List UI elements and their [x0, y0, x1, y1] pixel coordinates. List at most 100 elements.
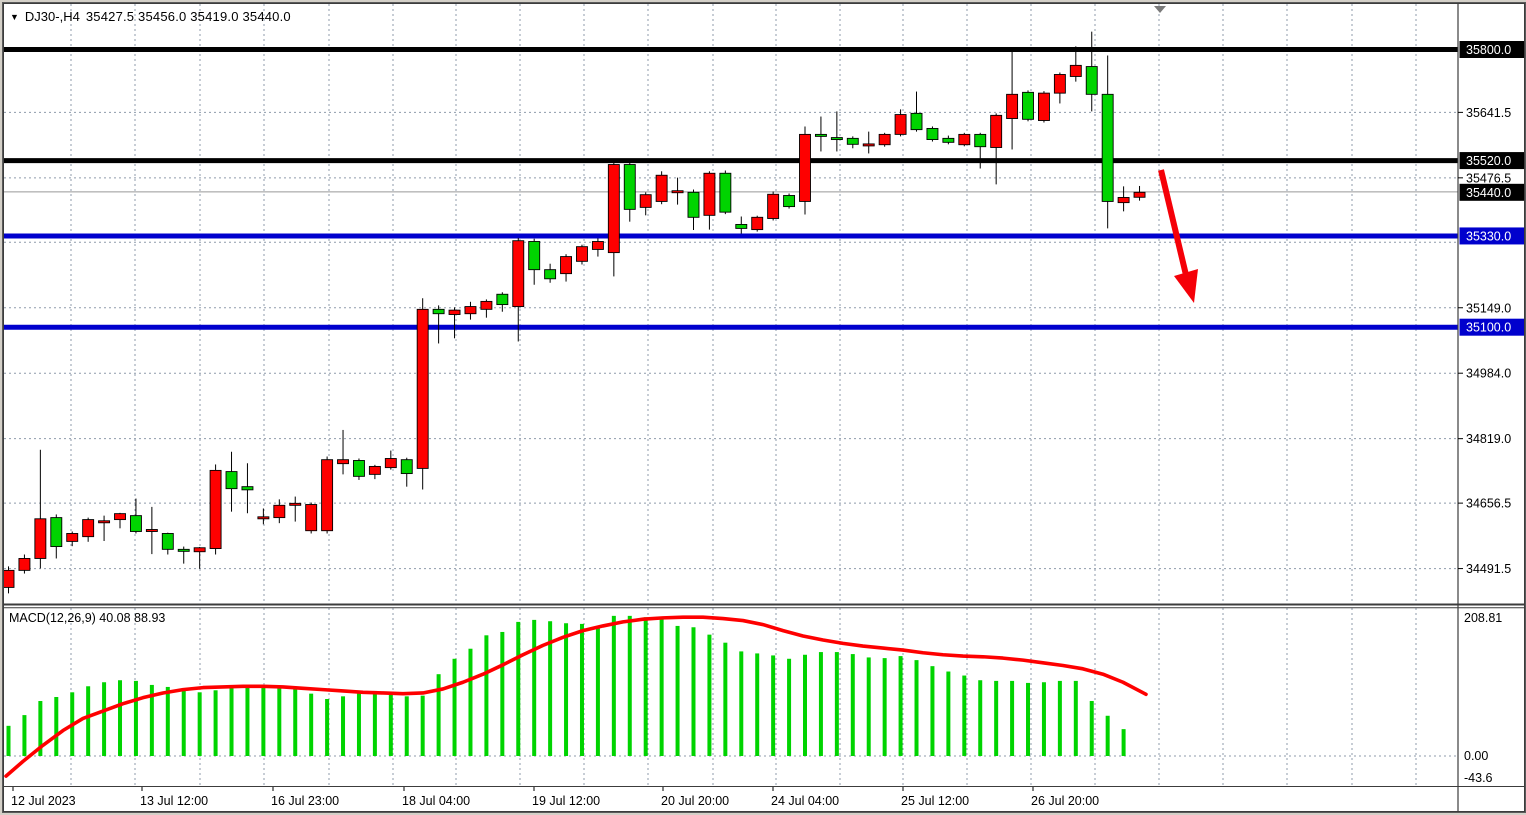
macd-histogram-bar — [930, 666, 935, 756]
macd-histogram-bar — [277, 686, 282, 756]
macd-histogram-bar — [1041, 682, 1046, 756]
candle-body — [1006, 93, 1019, 119]
candle-body — [671, 190, 684, 194]
macd-axis-label: 0.00 — [1464, 749, 1488, 763]
candle-body — [687, 191, 700, 218]
macd-histogram-bar — [500, 631, 505, 756]
candle-body — [719, 172, 732, 213]
candle-body — [990, 114, 1003, 148]
macd-histogram-bar — [850, 654, 855, 756]
macd-histogram-bar — [1089, 701, 1094, 756]
candle-body — [480, 300, 493, 310]
candle-body — [862, 143, 875, 147]
candle-body — [814, 133, 827, 137]
candle-body — [225, 471, 238, 490]
candle-body — [114, 513, 126, 521]
macd-histogram-bar — [229, 688, 234, 756]
candle-body — [177, 548, 190, 552]
ohlc-values-label: 35427.5 35456.0 35419.0 35440.0 — [85, 9, 291, 24]
candle-body — [878, 133, 891, 146]
macd-histogram-bar — [818, 652, 823, 756]
candle-body — [799, 133, 811, 202]
candle-body — [464, 306, 477, 315]
macd-histogram-bar — [579, 623, 584, 756]
macd-histogram-bar — [404, 696, 409, 756]
price-axis-area[interactable] — [1459, 3, 1525, 812]
candle-body — [82, 519, 95, 538]
forecast-arrow-head[interactable] — [1174, 269, 1198, 303]
macd-histogram-bar — [611, 615, 616, 756]
macd-histogram-bar — [1105, 715, 1110, 756]
chart-shift-marker-icon[interactable] — [1154, 6, 1166, 13]
macd-histogram-bar — [102, 682, 107, 756]
symbol-dropdown-icon[interactable]: ▼ — [10, 12, 19, 22]
candle-body — [209, 469, 222, 549]
candle-body — [942, 137, 955, 143]
macd-histogram-bar — [595, 625, 600, 756]
macd-histogram-bar — [866, 657, 871, 756]
chart-canvas[interactable]: 35641.5 35476.5 35149.0 34984.0 34819.0 34656… — [3, 3, 1525, 812]
candle-body — [1101, 93, 1114, 202]
candle-body — [50, 517, 63, 548]
candle-body — [193, 547, 206, 553]
symbol-timeframe-label: DJ30-,H4 — [24, 9, 80, 24]
candle-body — [1117, 197, 1130, 204]
candle-body — [1069, 64, 1082, 77]
candle-body — [639, 194, 652, 208]
macd-histogram-bar — [165, 686, 170, 756]
price-axis-label: 34984.0 — [1466, 367, 1511, 381]
macd-histogram-bar — [261, 684, 266, 756]
macd-histogram-bar — [834, 652, 839, 756]
candle-body — [958, 133, 971, 146]
price-badge-label: 35520.0 — [1466, 154, 1511, 168]
price-badge-label: 35440.0 — [1466, 186, 1511, 200]
time-axis-label: 19 Jul 12:00 — [532, 794, 600, 808]
macd-axis-label: -43.6 — [1464, 771, 1493, 785]
candle-body — [751, 216, 764, 231]
candle-body — [544, 269, 557, 280]
macd-histogram-bar — [723, 642, 728, 756]
candle-body — [591, 241, 604, 250]
macd-histogram-bar — [771, 655, 776, 756]
macd-histogram-bar — [516, 621, 521, 756]
macd-histogram-bar — [627, 615, 632, 756]
candle-body — [321, 459, 334, 532]
macd-histogram-bar — [1010, 680, 1015, 756]
macd-histogram-bar — [309, 693, 314, 756]
macd-histogram-bar — [564, 623, 569, 756]
macd-histogram-bar — [803, 654, 807, 756]
macd-indicator-label: MACD(12,26,9) 40.08 88.93 — [9, 611, 166, 625]
macd-histogram-bar — [325, 699, 330, 756]
time-axis-area[interactable] — [3, 787, 1525, 812]
candle-body — [703, 172, 716, 216]
price-axis-label: 35641.5 — [1466, 106, 1511, 120]
candle-body — [1053, 74, 1066, 94]
candle-body — [337, 459, 349, 465]
macd-histogram-bar — [38, 701, 43, 756]
macd-histogram-bar — [293, 688, 298, 756]
macd-histogram-bar — [245, 686, 250, 756]
time-axis-label: 16 Jul 23:00 — [271, 794, 339, 808]
forecast-arrow-shaft[interactable] — [1158, 169, 1189, 276]
price-axis-label: 35149.0 — [1466, 301, 1511, 315]
candle-body — [830, 137, 843, 141]
candle-body — [18, 558, 31, 571]
candle-body — [783, 195, 796, 208]
price-badge-label: 35330.0 — [1466, 229, 1511, 243]
chart-frame — [3, 3, 1525, 812]
macd-histogram-bar — [1057, 680, 1062, 756]
price-axis-label: 34491.5 — [1466, 562, 1511, 576]
macd-histogram-bar — [372, 690, 377, 756]
candle-body — [289, 502, 302, 506]
time-axis-label: 18 Jul 04:00 — [402, 794, 470, 808]
candle-body — [607, 164, 620, 254]
price-badge — [1459, 183, 1525, 201]
macd-histogram-bar — [197, 692, 202, 756]
time-axis-label: 13 Jul 12:00 — [140, 794, 208, 808]
candle-body — [735, 223, 748, 229]
macd-histogram-bar — [787, 658, 792, 756]
macd-histogram-bar — [420, 695, 425, 756]
macd-histogram-bar — [914, 660, 919, 756]
candle-body — [623, 164, 636, 210]
